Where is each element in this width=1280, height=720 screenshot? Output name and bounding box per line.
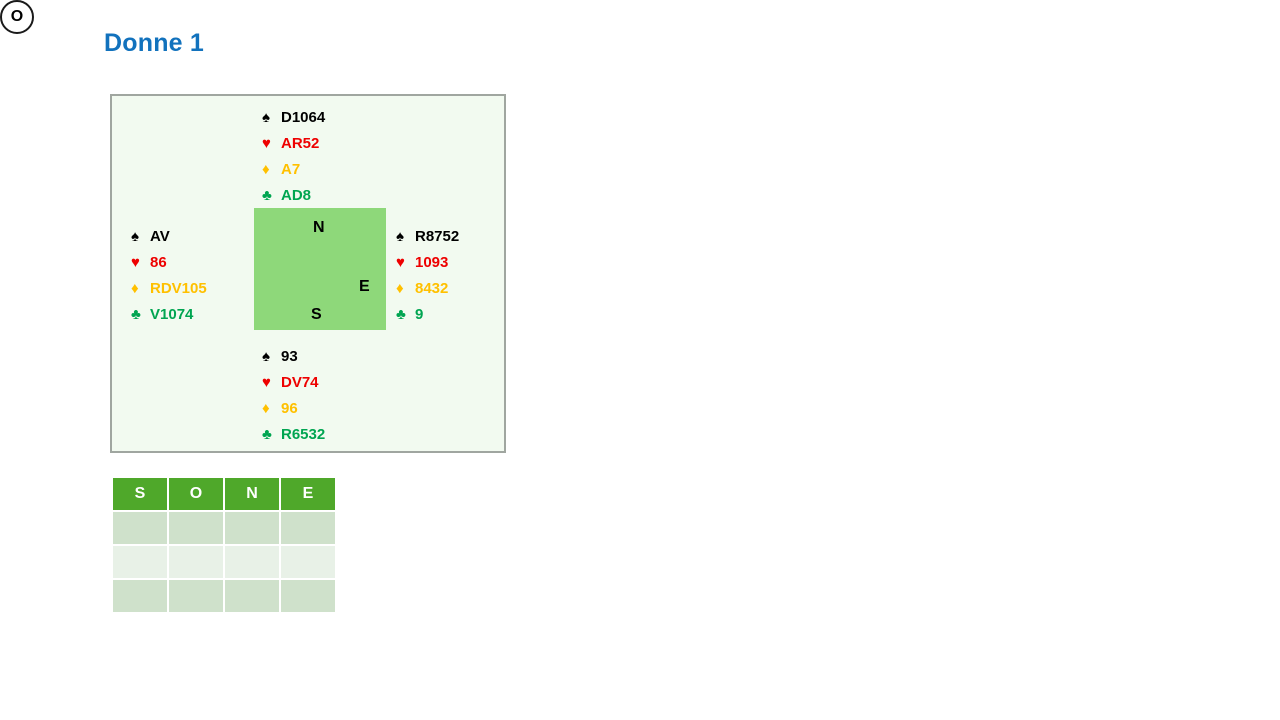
hand-north-spades: ♠ D1064 [262,104,325,130]
hand-east-spades-cards: R8752 [415,227,460,245]
hand-west-hearts: ♥ 86 [131,249,207,275]
hand-east-clubs: ♣ 9 [396,301,459,327]
heart-icon: ♥ [262,373,271,391]
trick-cell[interactable] [169,580,223,612]
trick-cell[interactable] [169,512,223,544]
diamond-icon: ♦ [131,279,139,297]
hand-south: ♠ 93 ♥ DV74 ♦ 96 ♣ R6532 [262,343,325,447]
diamond-icon: ♦ [262,160,270,178]
hand-west-hearts-cards: 86 [150,253,167,271]
trick-cell[interactable] [113,580,167,612]
hand-west-spades: ♠ AV [131,223,207,249]
hand-south-diamonds: ♦ 96 [262,395,325,421]
compass-label-west-highlighted: O [0,0,34,34]
diamond-icon: ♦ [262,399,270,417]
compass-label-south: S [311,306,322,323]
trick-cell[interactable] [113,512,167,544]
compass-square [254,208,386,330]
spade-icon: ♠ [131,227,139,245]
hand-west-diamonds-cards: RDV105 [150,279,207,297]
hand-east-clubs-cards: 9 [415,305,424,323]
hand-north-hearts-cards: AR52 [281,134,320,152]
heart-icon: ♥ [131,253,140,271]
compass-label-north: N [313,219,325,236]
trick-table-header-s: S [113,478,167,510]
heart-icon: ♥ [396,253,405,271]
hand-north-spades-cards: D1064 [281,108,326,126]
trick-cell[interactable] [281,546,335,578]
hand-west-diamonds: ♦ RDV105 [131,275,207,301]
hand-west: ♠ AV ♥ 86 ♦ RDV105 ♣ V1074 [131,223,207,327]
trick-cell[interactable] [281,580,335,612]
hand-west-spades-cards: AV [150,227,170,245]
hand-north-clubs: ♣ AD8 [262,182,325,208]
trick-cell[interactable] [113,546,167,578]
club-icon: ♣ [262,425,272,443]
spade-icon: ♠ [262,108,270,126]
hand-north-diamonds: ♦ A7 [262,156,325,182]
hand-south-hearts: ♥ DV74 [262,369,325,395]
hand-south-diamonds-cards: 96 [281,399,298,417]
hand-north: ♠ D1064 ♥ AR52 ♦ A7 ♣ AD8 [262,104,325,208]
diamond-icon: ♦ [396,279,404,297]
hand-east-spades: ♠ R8752 [396,223,459,249]
trick-table: S O N E [111,476,337,614]
club-icon: ♣ [262,186,272,204]
trick-table-header-o: O [169,478,223,510]
club-icon: ♣ [131,305,141,323]
compass-label-west: O [10,8,24,25]
hand-west-clubs-cards: V1074 [150,305,194,323]
hand-north-hearts: ♥ AR52 [262,130,325,156]
trick-table-header-n: N [225,478,279,510]
hand-east-diamonds: ♦ 8432 [396,275,459,301]
club-icon: ♣ [396,305,406,323]
hand-east-diamonds-cards: 8432 [415,279,449,297]
trick-cell[interactable] [225,580,279,612]
hand-east-hearts: ♥ 1093 [396,249,459,275]
table-row [113,580,335,612]
hand-south-clubs: ♣ R6532 [262,421,325,447]
trick-cell[interactable] [225,546,279,578]
spade-icon: ♠ [262,347,270,365]
hand-south-hearts-cards: DV74 [281,373,319,391]
trick-cell[interactable] [169,546,223,578]
page-title: Donne 1 [104,29,205,57]
hand-north-diamonds-cards: A7 [281,160,301,178]
hand-east-hearts-cards: 1093 [415,253,449,271]
hand-south-spades-cards: 93 [281,347,298,365]
compass-label-east: E [359,278,370,295]
hand-east: ♠ R8752 ♥ 1093 ♦ 8432 ♣ 9 [396,223,459,327]
trick-table-header-row: S O N E [113,478,335,510]
trick-cell[interactable] [281,512,335,544]
heart-icon: ♥ [262,134,271,152]
trick-cell[interactable] [225,512,279,544]
trick-table-header-e: E [281,478,335,510]
table-row [113,546,335,578]
hand-north-clubs-cards: AD8 [281,186,312,204]
spade-icon: ♠ [396,227,404,245]
hand-south-spades: ♠ 93 [262,343,325,369]
hand-south-clubs-cards: R6532 [281,425,326,443]
hand-west-clubs: ♣ V1074 [131,301,207,327]
table-row [113,512,335,544]
